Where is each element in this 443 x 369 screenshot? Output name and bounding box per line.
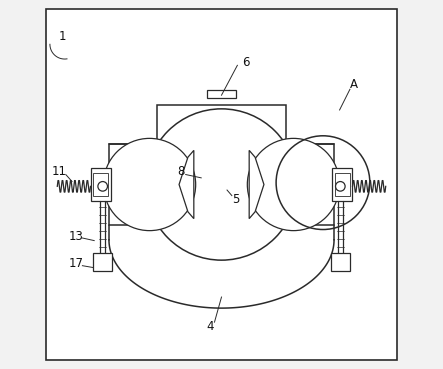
Bar	[93, 253, 112, 271]
Bar	[331, 253, 350, 271]
Bar	[93, 173, 108, 196]
Bar	[90, 168, 111, 201]
Bar	[332, 168, 353, 201]
Text: 6: 6	[242, 56, 249, 69]
Text: 8: 8	[177, 165, 185, 178]
Bar	[109, 144, 334, 225]
Polygon shape	[249, 151, 264, 218]
Text: 4: 4	[207, 320, 214, 333]
Circle shape	[146, 109, 297, 260]
Circle shape	[98, 182, 108, 191]
Circle shape	[335, 182, 345, 191]
Polygon shape	[179, 151, 194, 218]
Text: 1: 1	[58, 30, 66, 44]
Bar	[207, 90, 236, 98]
Circle shape	[247, 138, 340, 231]
Circle shape	[103, 138, 196, 231]
Text: 5: 5	[233, 193, 240, 206]
Text: 13: 13	[68, 230, 83, 243]
Text: 17: 17	[68, 257, 83, 270]
Bar	[335, 173, 350, 196]
Bar	[157, 105, 286, 144]
Text: 11: 11	[51, 165, 66, 178]
Text: A: A	[350, 78, 358, 92]
